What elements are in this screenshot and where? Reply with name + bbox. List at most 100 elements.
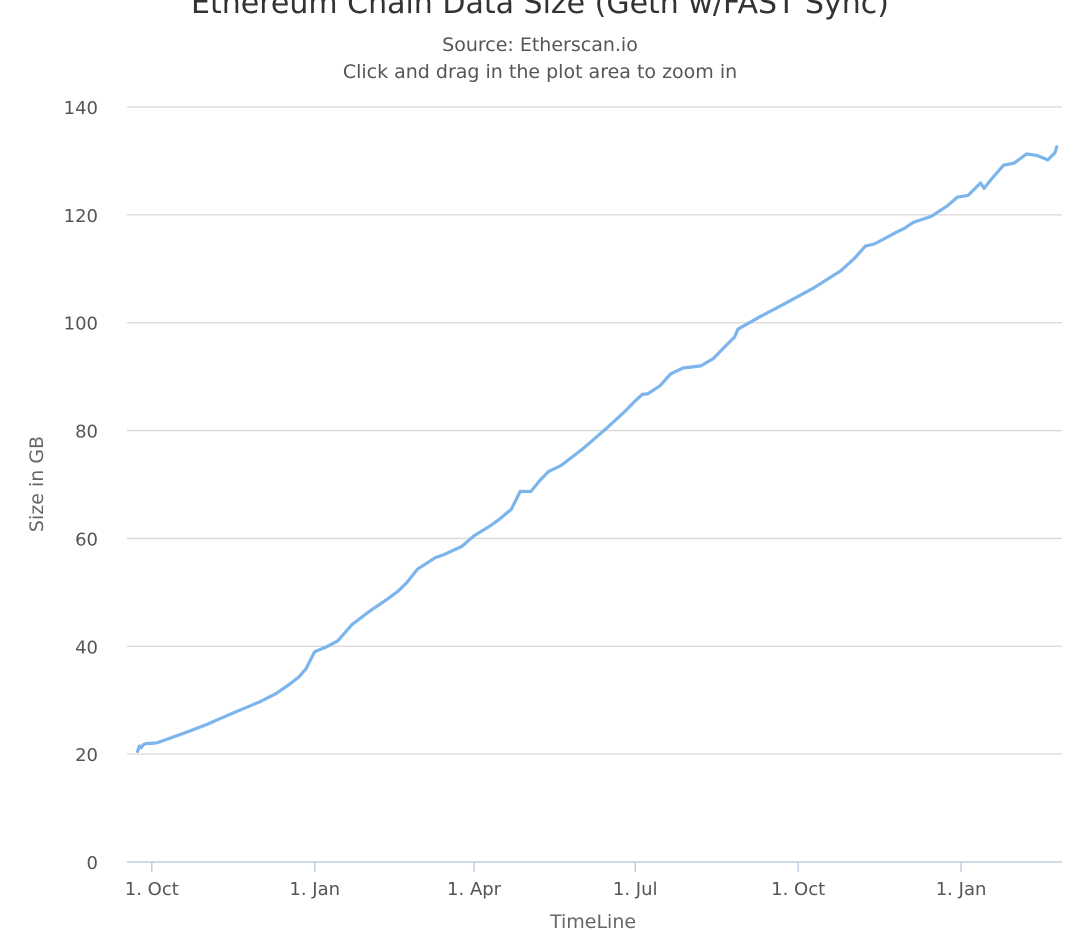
series-points-0 — [136, 145, 1059, 753]
y-tick-label-60: 60 — [75, 529, 98, 550]
data-point-44 — [669, 372, 672, 376]
data-point-6 — [155, 741, 159, 745]
data-point-49 — [731, 337, 734, 341]
data-point-64 — [945, 204, 949, 208]
x-axis-title: TimeLine — [549, 911, 636, 930]
data-point-19 — [350, 623, 354, 627]
data-point-74 — [1046, 158, 1050, 162]
data-point-54 — [812, 286, 816, 290]
data-point-52 — [759, 314, 763, 318]
data-point-4 — [145, 742, 148, 745]
data-point-17 — [323, 646, 327, 649]
data-point-53 — [786, 300, 789, 304]
data-point-31 — [509, 507, 513, 511]
data-point-58 — [872, 242, 876, 246]
data-point-45 — [681, 366, 685, 370]
data-point-40 — [633, 399, 637, 403]
x-tick-label-3: 1. Jul — [613, 879, 658, 900]
data-point-55 — [839, 269, 842, 273]
data-point-70 — [1002, 163, 1005, 167]
data-point-48 — [725, 342, 729, 346]
y-tick-label-20: 20 — [75, 745, 98, 766]
data-point-7 — [166, 737, 170, 741]
data-point-59 — [885, 236, 889, 239]
data-point-9 — [205, 723, 209, 726]
data-point-15 — [304, 667, 308, 671]
data-point-20 — [368, 609, 371, 613]
data-point-72 — [1025, 152, 1028, 156]
data-point-36 — [559, 464, 563, 467]
series-group — [136, 145, 1059, 753]
data-point-22 — [396, 589, 400, 593]
data-point-29 — [488, 524, 492, 528]
data-point-60 — [894, 231, 897, 235]
gridlines — [127, 106, 1062, 755]
x-axis-ticks: 1. Oct 1. Jan 1. Apr 1. Jul 1. Oct 1. Jan — [125, 862, 987, 900]
data-point-41 — [640, 393, 644, 396]
data-point-30 — [497, 518, 501, 521]
data-point-76 — [1055, 145, 1059, 149]
y-tick-label-0: 0 — [87, 853, 98, 874]
data-point-21 — [384, 599, 387, 602]
chart-title: Ethereum Chain Data Size (Geth w/FAST Sy… — [191, 0, 889, 21]
data-point-34 — [538, 479, 541, 483]
data-point-50 — [733, 335, 736, 339]
y-tick-label-80: 80 — [75, 422, 98, 443]
data-point-61 — [903, 226, 906, 230]
data-point-8 — [184, 731, 187, 734]
data-point-73 — [1035, 154, 1039, 157]
data-point-39 — [623, 410, 626, 414]
data-point-75 — [1053, 151, 1057, 155]
x-tick-label-4: 1. Oct — [771, 879, 825, 900]
data-point-43 — [658, 384, 662, 388]
y-tick-label-100: 100 — [64, 314, 98, 335]
zoom-hint: Click and drag in the plot area to zoom … — [342, 61, 738, 83]
data-point-65 — [956, 195, 959, 199]
data-point-66 — [966, 194, 970, 197]
data-point-68 — [982, 187, 986, 190]
y-axis-title: Size in GB — [26, 436, 48, 532]
data-point-46 — [699, 364, 703, 368]
y-tick-label-120: 120 — [64, 206, 98, 227]
x-tick-label-1: 1. Jan — [289, 879, 340, 900]
data-point-16 — [313, 650, 317, 654]
data-point-25 — [433, 556, 437, 560]
data-point-1 — [138, 744, 141, 748]
data-point-37 — [580, 448, 584, 451]
data-point-26 — [442, 553, 446, 556]
data-point-11 — [258, 700, 262, 704]
data-point-62 — [911, 221, 915, 224]
data-point-28 — [472, 534, 476, 538]
y-axis-ticks: 0 20 40 60 80 100 120 140 — [64, 98, 98, 874]
data-point-38 — [605, 426, 609, 430]
data-point-57 — [864, 244, 867, 248]
x-tick-label-2: 1. Apr — [447, 879, 502, 900]
data-point-0 — [136, 750, 140, 753]
data-point-14 — [297, 675, 301, 679]
data-point-67 — [979, 181, 982, 185]
series-line-0 — [136, 145, 1059, 753]
x-tick-label-0: 1. Oct — [125, 879, 179, 900]
x-tick-label-5: 1. Jan — [936, 879, 987, 900]
data-point-35 — [547, 470, 550, 473]
data-point-23 — [405, 581, 409, 584]
data-point-69 — [989, 177, 993, 181]
data-point-33 — [529, 490, 533, 493]
chart-subtitle: Source: Etherscan.io — [442, 34, 638, 56]
data-point-24 — [416, 567, 419, 571]
data-point-10 — [230, 712, 233, 716]
data-point-42 — [646, 392, 649, 396]
data-point-71 — [1012, 161, 1016, 165]
data-point-5 — [150, 742, 154, 745]
data-point-56 — [853, 256, 857, 260]
data-point-32 — [518, 490, 522, 493]
data-point-47 — [711, 357, 715, 361]
data-point-63 — [929, 215, 933, 218]
data-point-3 — [141, 743, 145, 747]
data-point-27 — [460, 545, 464, 548]
data-point-12 — [274, 692, 278, 696]
data-point-51 — [736, 327, 740, 331]
data-point-13 — [288, 682, 292, 686]
y-tick-label-40: 40 — [75, 637, 98, 658]
